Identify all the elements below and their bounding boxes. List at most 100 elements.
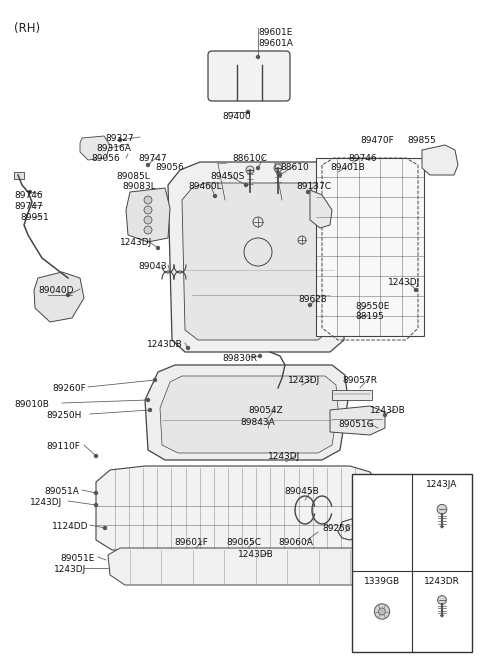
Polygon shape [145,365,348,460]
Text: 1243DJ: 1243DJ [268,452,300,461]
Circle shape [256,56,260,58]
Text: 89401B: 89401B [330,163,365,172]
Circle shape [378,608,385,615]
Polygon shape [96,466,378,550]
Text: 89083L: 89083L [122,182,156,191]
Circle shape [437,504,447,514]
Text: 89010B: 89010B [14,400,49,409]
Polygon shape [310,190,332,228]
Text: 89051A: 89051A [44,487,79,496]
Text: 89746: 89746 [348,154,377,163]
FancyBboxPatch shape [208,51,290,101]
Circle shape [148,408,152,412]
Circle shape [274,164,282,172]
Text: 89250H: 89250H [46,411,82,420]
Text: 89843A: 89843A [240,418,275,427]
Text: 89830R: 89830R [222,354,257,363]
Circle shape [278,173,281,177]
Text: 89747: 89747 [14,202,43,211]
Bar [14,172,24,179]
Circle shape [144,226,152,234]
Text: (RH): (RH) [14,22,40,35]
Text: 89601E: 89601E [258,28,292,37]
Text: 89256: 89256 [322,524,350,533]
Circle shape [307,191,310,193]
Bar [316,158,424,336]
Polygon shape [126,188,170,242]
Text: 89045B: 89045B [284,487,319,496]
Text: 1243DB: 1243DB [370,406,406,415]
Text: 89450S: 89450S [210,172,244,181]
Text: 89060A: 89060A [278,538,313,547]
Circle shape [246,166,254,174]
Circle shape [28,191,32,193]
Text: 88610: 88610 [280,163,309,172]
Bar [332,390,372,400]
Polygon shape [80,136,110,160]
Text: 89040D: 89040D [38,286,73,295]
Text: 1243DB: 1243DB [147,340,183,349]
Circle shape [154,379,156,381]
Circle shape [438,596,446,604]
Bar [352,474,472,652]
Text: 88195: 88195 [355,312,384,321]
Circle shape [146,399,149,401]
Circle shape [309,303,312,307]
Text: 1339GB: 1339GB [364,577,400,586]
Text: 89065C: 89065C [226,538,261,547]
Text: 89327: 89327 [105,134,133,143]
Text: 89855: 89855 [407,136,436,145]
Text: 89951: 89951 [20,213,49,222]
Text: 89470F: 89470F [360,136,394,145]
Text: 1243DJ: 1243DJ [388,278,420,287]
Text: 89628: 89628 [298,295,326,304]
Text: 1243DR: 1243DR [424,577,460,586]
Circle shape [95,491,97,495]
Text: 89747: 89747 [138,154,167,163]
Circle shape [144,206,152,214]
Text: 89460L: 89460L [188,182,222,191]
Circle shape [144,196,152,204]
Circle shape [67,293,70,297]
Text: 89110F: 89110F [46,442,80,451]
Polygon shape [182,183,334,340]
Polygon shape [160,376,338,453]
Text: 89260F: 89260F [52,384,86,393]
Text: 89051E: 89051E [60,554,95,563]
Text: 1243DJ: 1243DJ [120,238,152,247]
Circle shape [156,246,159,250]
Text: 89550E: 89550E [355,302,389,311]
Circle shape [119,138,121,142]
Circle shape [256,167,260,169]
Circle shape [144,216,152,224]
Text: 89057R: 89057R [342,376,377,385]
Circle shape [146,164,149,167]
Circle shape [214,195,216,197]
Circle shape [415,289,418,291]
Text: 89316A: 89316A [96,144,131,153]
Text: 88610C: 88610C [232,154,267,163]
Polygon shape [330,406,385,435]
Polygon shape [108,548,375,585]
Text: 89056: 89056 [155,163,184,172]
Text: 89054Z: 89054Z [248,406,283,415]
Text: 89051G: 89051G [338,420,374,429]
Text: 89043: 89043 [138,262,167,271]
Text: 1124DD: 1124DD [52,522,88,531]
Text: 89601A: 89601A [258,39,293,48]
Polygon shape [168,162,348,352]
Text: 89056: 89056 [91,154,120,163]
Text: 1243JA: 1243JA [426,480,458,489]
Circle shape [187,346,190,350]
Text: 89746: 89746 [14,191,43,200]
Circle shape [244,183,248,187]
Text: 1243DB: 1243DB [238,550,274,559]
Text: 89085L: 89085L [116,172,150,181]
Polygon shape [34,272,84,322]
Circle shape [95,504,97,506]
Polygon shape [422,145,458,175]
Circle shape [104,526,107,530]
Text: 1243DJ: 1243DJ [30,498,62,507]
Text: 89601F: 89601F [174,538,208,547]
Text: 89137C: 89137C [296,182,331,191]
